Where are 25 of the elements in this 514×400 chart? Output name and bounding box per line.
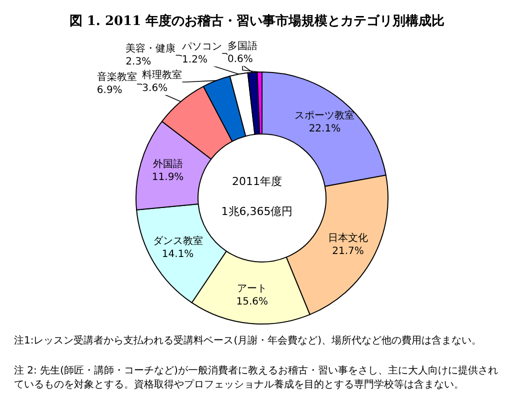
slice-label: 外国語 bbox=[152, 158, 183, 170]
data-label: 2.3% bbox=[126, 56, 152, 68]
data-label: 21.7% bbox=[332, 246, 364, 257]
slice-label: スポーツ教室 bbox=[294, 110, 355, 122]
chart-title: 図 1. 2011 年度のお稽古・習い事市場規模とカテゴリ別構成比 bbox=[69, 13, 445, 29]
text: 2011年度 bbox=[232, 175, 282, 188]
text: 注 2: 先生(師匠・講師・コーチなど)が一般消費者に教えるお稽古・習い事をさし、主に大人向けに提供されているものを対象とする。資格取得やプロフェッショナル養成を目的とする専門学校等は含まない。 bbox=[14, 364, 498, 390]
data-label: 22.1% bbox=[308, 124, 341, 135]
slice-label: パソコン bbox=[181, 41, 222, 52]
slice-label: アート bbox=[237, 284, 268, 295]
text: 1兆6,365億円 bbox=[221, 205, 293, 218]
data-label: 11.9% bbox=[152, 172, 184, 183]
slice-label: 美容・健康 bbox=[126, 42, 176, 54]
slice-label: 音楽教室 bbox=[96, 71, 137, 84]
data-label: 14.1% bbox=[162, 249, 194, 260]
data-label: 3.6% bbox=[142, 82, 168, 94]
data-label: 15.6% bbox=[236, 296, 268, 308]
data-label: 0.6% bbox=[228, 54, 253, 66]
data-label: 1.2% bbox=[182, 54, 208, 66]
slice-label: 料理教室 bbox=[142, 68, 182, 81]
data-label: 6.9% bbox=[96, 85, 122, 96]
slice-label: ダンス教室 bbox=[152, 235, 203, 248]
slice-label: 多国語 bbox=[228, 40, 258, 52]
text: 注1:レッスン受講者から支払われる受講料ベース(月謝・年会費など)、場所代など他の費用は含まない。 bbox=[14, 334, 482, 346]
slice-label: 日本文化 bbox=[328, 232, 368, 244]
